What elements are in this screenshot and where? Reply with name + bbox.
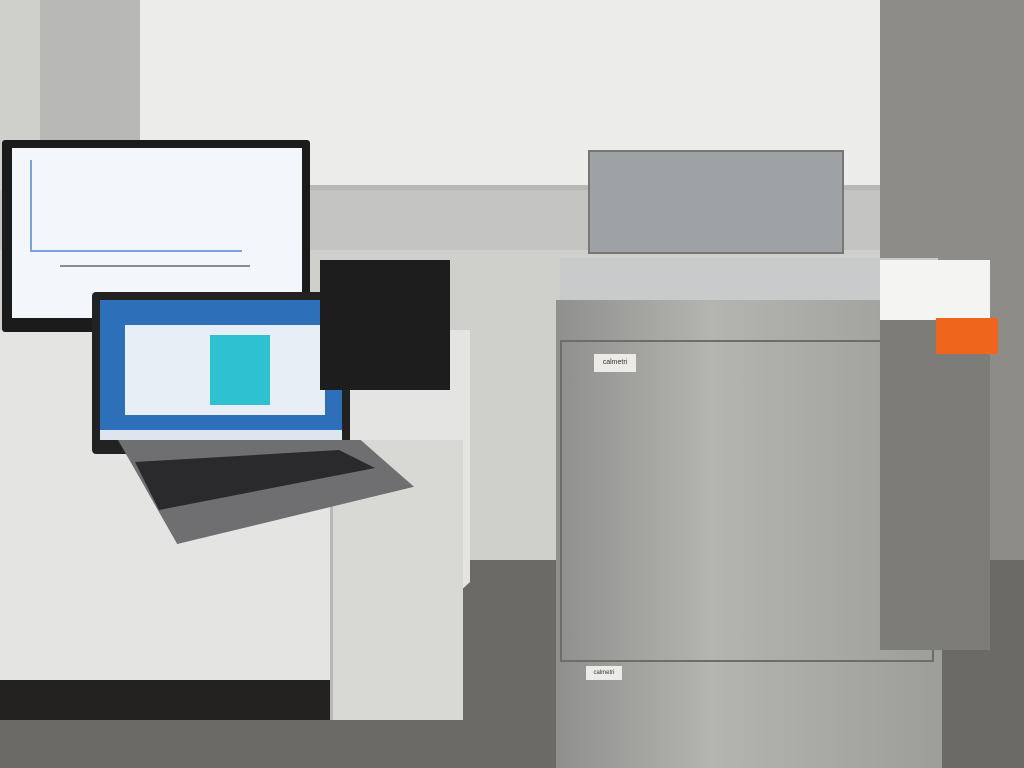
laptop-highlighted-cells (210, 335, 270, 405)
laptop-taskbar (100, 430, 342, 440)
cabinet-label-lower: calmetri (586, 666, 622, 680)
side-cabinet (880, 320, 990, 650)
connector-boxes (320, 260, 450, 390)
calorimeter-cabinet (556, 300, 942, 768)
monitor-plot-lower (60, 265, 250, 307)
orange-tray (936, 318, 998, 354)
pump-panel (588, 150, 844, 254)
monitor-screen (12, 148, 302, 318)
cabinet-door (560, 340, 934, 662)
top-plate (560, 258, 938, 308)
bottles (880, 260, 990, 320)
desk-edge (0, 680, 340, 720)
cabinet-label: calmetri (594, 354, 636, 372)
monitor-plot-upper (30, 160, 242, 252)
